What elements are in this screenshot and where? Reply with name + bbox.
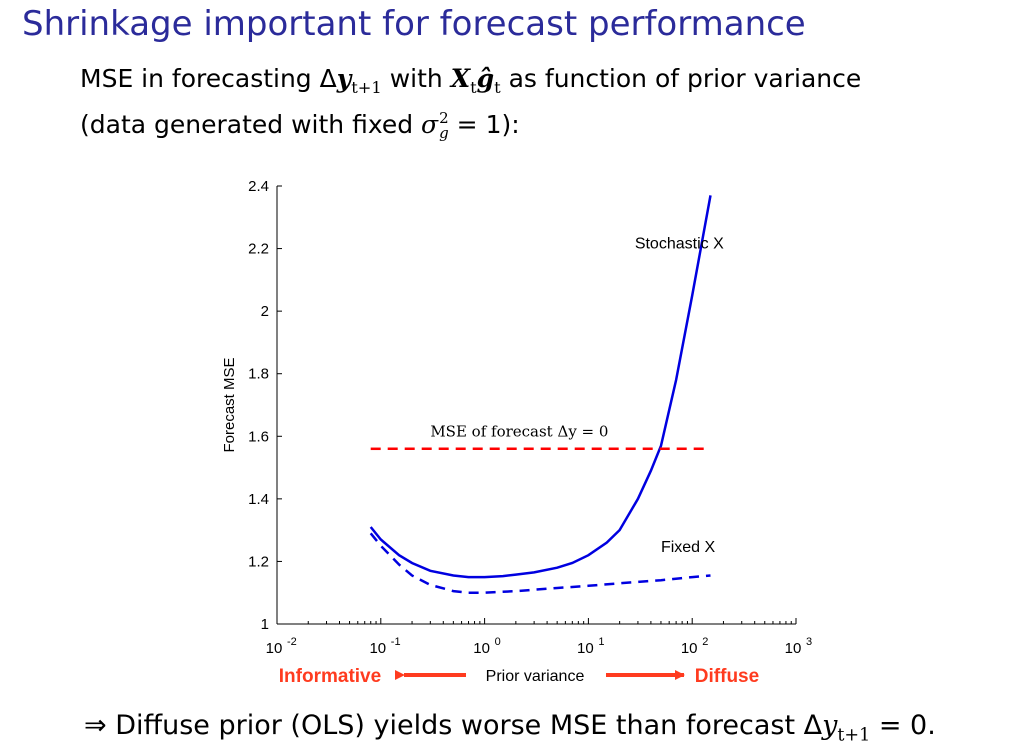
math-sub: t [494,78,501,97]
subtitle-text: with [381,64,451,93]
footer-text: ⇒ Diffuse prior (OLS) yields worse MSE t… [84,710,823,741]
y-tick-label: 1.6 [248,428,269,445]
subtitle-text: = 1): [448,110,520,139]
subtitle-text: as function of prior variance [500,64,862,93]
x-tick-exponent: -1 [391,636,401,648]
slide-subtitle: MSE in forecasting Δyt+1 with Xtĝt as fu… [80,60,861,143]
x-tick-label: 10 [681,640,698,657]
subtitle-text: MSE in forecasting Δ [80,64,337,93]
math-sub: g [439,124,449,142]
x-tick-exponent: 3 [806,636,812,648]
math-g: ĝ [476,64,495,93]
y-tick-label: 1.2 [248,553,269,570]
math-y: y [336,64,352,93]
annotation-label: MSE of forecast Δy = 0 [430,422,608,440]
x-tick-exponent: 2 [702,636,708,648]
annotation-label: Fixed X [661,539,716,556]
math-y: y [822,710,838,741]
x-tick-exponent: 0 [495,636,501,648]
y-tick-label: 1.8 [248,366,269,383]
axes: 1 1.2 1.4 1.6 1.8 2 2.2 2.4 10 -2 10 -1 10 0 10 1 10 2 10 3 [248,178,812,657]
x-tick-exponent: 1 [598,636,604,648]
xlabel-right: Diffuse [695,666,759,687]
slide-title: Shrinkage important for forecast perform… [22,4,806,44]
math-X: X [450,64,471,93]
x-tick-label: 10 [369,640,386,657]
x-tick-exponent: -2 [287,636,297,648]
forecast-mse-chart: 1 1.2 1.4 1.6 1.8 2 2.2 2.4 10 -2 10 -1 10 0 10 1 10 2 10 3… [221,178,812,687]
annotation-label: Stochastic X [635,236,724,253]
y-tick-label: 2.2 [248,241,269,258]
y-tick-label: 2 [261,303,269,320]
series-fixed-x [369,532,711,594]
y-tick-label: 1 [261,616,269,633]
math-sub: t+1 [351,78,382,97]
x-tick-label: 10 [577,640,594,657]
subtitle-text: (data generated with fixed [80,110,422,139]
footer-conclusion: ⇒ Diffuse prior (OLS) yields worse MSE t… [84,710,936,745]
xlabel-row: Informative Prior variance Diffuse [279,666,759,687]
math-sub: t [470,78,477,97]
subtitle-line-1: MSE in forecasting Δyt+1 with Xtĝt as fu… [80,60,861,106]
series-stochastic-x [369,195,712,579]
math-sub: t+1 [837,725,871,746]
x-tick-label: 10 [266,640,283,657]
x-tick-label: 10 [785,640,802,657]
xlabel: Prior variance [486,668,585,685]
xlabel-left: Informative [279,666,381,687]
math-sup: 2 [439,109,449,127]
y-tick-label: 1.4 [248,491,269,508]
y-tick-label: 2.4 [248,178,269,195]
ylabel: Forecast MSE [221,357,238,452]
series-group [369,195,712,594]
footer-text: = 0. [870,710,936,741]
annotations: Stochastic X Fixed X MSE of forecast Δy = … [430,236,724,556]
x-tick-label: 10 [473,640,490,657]
math-sigma: σ [421,110,439,139]
